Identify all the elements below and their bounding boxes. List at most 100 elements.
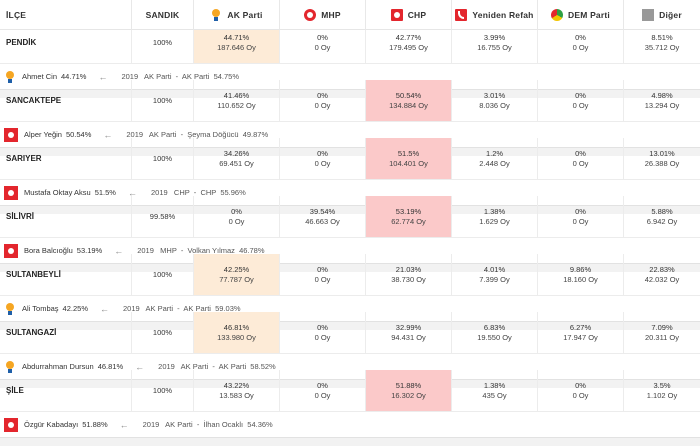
result-cell-mhp: 0% 0 Oy (280, 22, 366, 63)
arrow-left-icon: ← (114, 245, 124, 256)
vote-count: 13.294 Oy (644, 100, 680, 110)
vote-percentage: 4.01% (483, 264, 506, 274)
previous-election-result: 2019 AK Parti - AK Parti 59.03% (122, 304, 241, 313)
result-cell-chp: 51.88% 16.302 Oy (366, 370, 452, 411)
column-header-sandik-label: SANDIK (145, 10, 180, 20)
vote-percentage: 0% (317, 148, 328, 158)
vote-percentage: 1.38% (483, 380, 506, 390)
vote-count: 19.550 Oy (477, 332, 512, 342)
vote-count: 0 Oy (314, 274, 331, 284)
table-row[interactable]: SANCAKTEPE 100% 41.46% 110.652 Oy 0% 0 Oy 50.5… (0, 80, 700, 122)
vote-count: 0 Oy (572, 100, 589, 110)
sandik-percentage: 100% (132, 370, 194, 411)
arrow-left-icon: ← (135, 361, 145, 372)
column-header-chp: CHP (366, 0, 452, 30)
vote-percentage: 8.51% (651, 32, 673, 42)
dem-parti-logo-icon (551, 9, 564, 21)
vote-percentage: 50.54% (395, 90, 422, 100)
winner-row: Bora Balcıoğlu 53.19% ← 2019 MHP - Volkan Y… (0, 238, 700, 264)
result-cell-ak-parti: 0% 0 Oy (194, 196, 280, 237)
result-cell-dem-parti: 9.86% 18.160 Oy (538, 254, 624, 295)
arrow-left-icon: ← (127, 187, 137, 198)
vote-count: 134.884 Oy (389, 100, 428, 110)
result-cell-ak-parti: 41.46% 110.652 Oy (194, 80, 280, 121)
vote-percentage: 41.46% (223, 90, 250, 100)
result-cell-dem-parti: 0% 0 Oy (538, 22, 624, 63)
winner-row: Mustafa Oktay Aksu 51.5% ← 2019 CHP - CHP 5… (0, 180, 700, 206)
vote-count: 62.774 Oy (391, 216, 426, 226)
winner-row: Alper Yeğin 50.54% ← 2019 AK Parti - Şeyma … (0, 122, 700, 148)
vote-count: 0 Oy (314, 158, 331, 168)
sandik-percentage: 99.58% (132, 196, 194, 237)
result-cell-mhp: 0% 0 Oy (280, 370, 366, 411)
vote-percentage: 0% (231, 206, 242, 216)
vote-percentage: 0% (317, 322, 328, 332)
vote-percentage: 22.83% (649, 264, 675, 274)
vote-percentage: 42.77% (395, 32, 422, 42)
winner-percentage: 53.19% (76, 246, 103, 255)
vote-percentage: 46.81% (223, 322, 250, 332)
vote-count: 16.755 Oy (477, 42, 512, 52)
vote-count: 17.947 Oy (563, 332, 598, 342)
winner-percentage: 50.54% (65, 130, 92, 139)
vote-percentage: 3.5% (653, 380, 671, 390)
row-separator (0, 90, 700, 98)
arrow-left-icon: ← (103, 129, 113, 140)
result-cell-ak-parti: 42.25% 77.787 Oy (194, 254, 280, 295)
result-cell-yeniden-refah: 6.83% 19.550 Oy (452, 312, 538, 353)
table-row[interactable]: SARIYER 100% 34.26% 69.451 Oy 0% 0 Oy 51.5% 104… (0, 138, 700, 180)
sandik-percentage: 100% (132, 312, 194, 353)
vote-percentage: 0% (575, 206, 586, 216)
vote-count: 0 Oy (572, 158, 589, 168)
vote-count: 26.388 Oy (644, 158, 680, 168)
vote-count: 13.583 Oy (219, 390, 254, 400)
result-cell-mhp: 0% 0 Oy (280, 80, 366, 121)
vote-count: 179.495 Oy (389, 42, 428, 52)
result-cell-diger: 13.01% 26.388 Oy (624, 138, 700, 179)
vote-count: 0 Oy (314, 42, 331, 52)
table-row[interactable]: SİLİVRİ 99.58% 0% 0 Oy 39.54% 46.663 Oy 53.19%… (0, 196, 700, 238)
chp-logo-icon (4, 417, 18, 432)
vote-count: 1.629 Oy (479, 216, 510, 226)
vote-count: 104.401 Oy (389, 158, 428, 168)
vote-percentage: 43.22% (223, 380, 250, 390)
vote-count: 110.652 Oy (217, 100, 256, 110)
winner-percentage: 51.88% (82, 420, 108, 429)
district-name: SARIYER (0, 138, 132, 179)
vote-percentage: 0% (317, 32, 328, 42)
district-name: SANCAKTEPE (0, 80, 132, 121)
result-cell-yeniden-refah: 3.99% 16.755 Oy (452, 22, 538, 63)
vote-percentage: 13.01% (649, 148, 675, 158)
result-cell-mhp: 39.54% 46.663 Oy (280, 196, 366, 237)
vote-percentage: 53.19% (395, 206, 422, 216)
row-separator (0, 148, 700, 156)
winner-name: Mustafa Oktay Aksu (24, 188, 91, 197)
column-header-ilce: İLÇE (0, 0, 132, 30)
table-row[interactable]: ŞİLE 100% 43.22% 13.583 Oy 0% 0 Oy 51.88% 16.30… (0, 370, 700, 412)
table-row[interactable]: SULTANBEYLİ 100% 42.25% 77.787 Oy 0% 0 Oy 21.0… (0, 254, 700, 296)
result-cell-mhp: 0% 0 Oy (280, 312, 366, 353)
result-cell-dem-parti: 0% 0 Oy (538, 370, 624, 411)
winner-name: Ali Tombaş (22, 304, 59, 313)
vote-percentage: 32.99% (395, 322, 422, 332)
arrow-left-icon: ← (98, 71, 108, 82)
result-cell-diger: 5.88% 6.942 Oy (624, 196, 700, 237)
column-header-yeniden-refah: Yeniden Refah (452, 0, 538, 30)
row-separator (0, 206, 700, 214)
vote-count: 187.646 Oy (217, 42, 256, 52)
vote-count: 20.311 Oy (644, 332, 680, 342)
vote-count: 18.160 Oy (563, 274, 598, 284)
district-name: SİLİVRİ (0, 196, 132, 237)
vote-percentage: 7.09% (651, 322, 673, 332)
column-header-ak-parti-label: AK Parti (227, 10, 263, 20)
column-header-diger-label: Diğer (659, 10, 682, 20)
row-separator (0, 264, 700, 272)
ak-parti-logo-icon (4, 360, 16, 373)
sandik-percentage: 100% (132, 254, 194, 295)
table-row[interactable]: SULTANGAZİ 100% 46.81% 133.980 Oy 0% 0 Oy 32.9… (0, 312, 700, 354)
column-header-ilce-label: İLÇE (6, 10, 27, 20)
table-row[interactable]: PENDİK 100% 44.71% 187.646 Oy 0% 0 Oy 42.77% 17… (0, 22, 700, 64)
district-block: SARIYER 100% 34.26% 69.451 Oy 0% 0 Oy 51.5% 104… (0, 138, 700, 214)
column-header-mhp: MHP (280, 0, 366, 30)
yeniden-refah-logo-icon (455, 9, 468, 21)
